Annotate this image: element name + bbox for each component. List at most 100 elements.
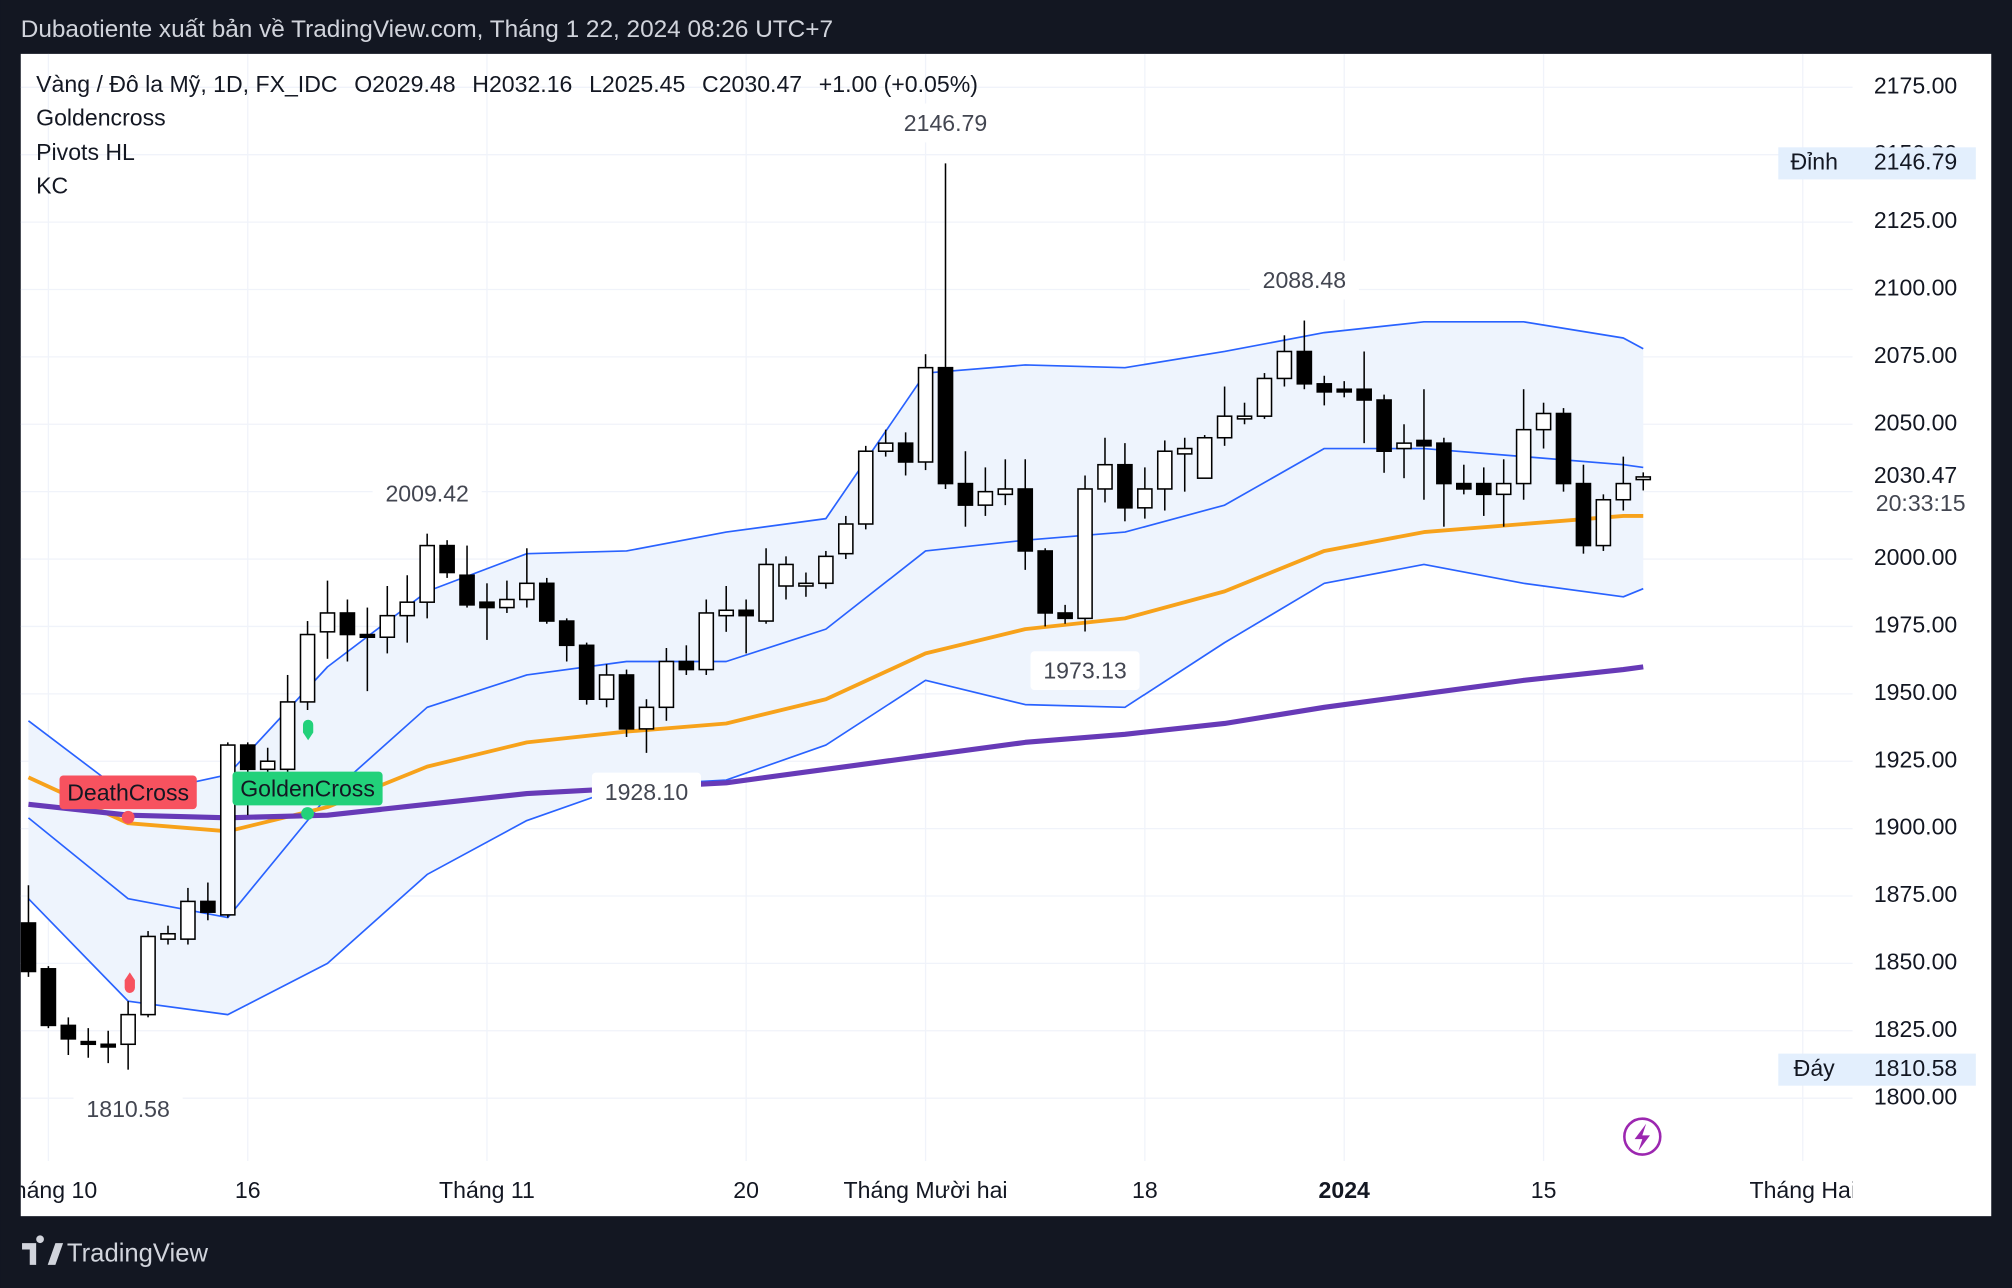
- golden-marker: [302, 719, 314, 741]
- range-box: [1778, 147, 1976, 180]
- signal-dot: [301, 807, 314, 820]
- candle-body: [917, 366, 934, 463]
- y-tick-label: 1925.00: [1874, 746, 1957, 772]
- pivot-label: 1810.58: [86, 1096, 169, 1122]
- y-tick-label: 2175.00: [1874, 72, 1957, 98]
- candle-body: [818, 555, 834, 585]
- candle-body: [1156, 450, 1173, 490]
- kc-band: [28, 321, 1644, 1015]
- pivot-label: 2009.42: [385, 480, 468, 506]
- candle-body: [1176, 447, 1193, 455]
- candle-body: [1635, 476, 1652, 481]
- pivot-box: [73, 1089, 183, 1129]
- x-tick-label: 15: [1531, 1177, 1557, 1203]
- candle-body: [1575, 482, 1592, 547]
- pivot-label: 1973.13: [1043, 658, 1126, 684]
- x-tick-label: 18: [1132, 1177, 1158, 1203]
- range-value: 1810.58: [1874, 1055, 1957, 1081]
- candle-body: [997, 488, 1014, 496]
- symbol-legend: Vàng / Đô la Mỹ, 1D, FX_IDC O2029.48 H20…: [36, 71, 978, 97]
- candle-body: [1137, 488, 1153, 509]
- candle-body: [1495, 482, 1512, 496]
- x-axis: Tháng 10 16 Tháng 11 20 Tháng Mười hai 18 2024…: [0, 1177, 1855, 1203]
- candle-body: [1336, 388, 1353, 393]
- candle-body: [1595, 498, 1612, 547]
- candle-body: [1236, 415, 1253, 420]
- candle-body: [319, 612, 336, 633]
- candle-body: [219, 744, 236, 916]
- candle-body: [837, 523, 854, 555]
- candle-body: [1356, 388, 1372, 401]
- y-tick-label: 1875.00: [1874, 881, 1957, 907]
- y-tick-label: 1800.00: [1874, 1083, 1957, 1109]
- brand: TradingView: [67, 1239, 209, 1267]
- candle-body: [718, 609, 735, 617]
- candle-body: [459, 574, 475, 606]
- candle-body: [1555, 412, 1572, 485]
- countdown: 20:33:15: [1876, 490, 1966, 516]
- x-tick-label: Tháng Mười hai: [844, 1177, 1008, 1203]
- candle-body: [937, 366, 954, 485]
- legend: Vàng / Đô la Mỹ, 1D, FX_IDC O2029.48 H20…: [36, 71, 978, 198]
- candle-body: [479, 601, 495, 609]
- x-tick-label: 20: [733, 1177, 759, 1203]
- y-tick-label: 1950.00: [1874, 679, 1957, 705]
- x-tick-label: Tháng Hai: [1749, 1177, 1855, 1203]
- candle-body: [1216, 415, 1233, 439]
- candle-body: [339, 612, 356, 636]
- pivot-label: 2146.79: [904, 110, 987, 136]
- range-name: Đáy: [1794, 1055, 1836, 1081]
- candle-body: [20, 922, 37, 973]
- range-value: 2146.79: [1874, 148, 1957, 174]
- candle-body: [1416, 439, 1432, 447]
- candle-body: [379, 614, 396, 638]
- y-tick-label: 1975.00: [1874, 612, 1957, 638]
- candle-body: [678, 660, 695, 671]
- candle-body: [259, 760, 276, 771]
- y-axis: 1800.00 1825.00 1850.00 1875.00 1900.00 1925.…: [1874, 72, 1957, 1109]
- ohlc-low: L2025.45: [589, 71, 685, 97]
- candle-body: [1057, 612, 1073, 620]
- y-tick-label: 2000.00: [1874, 544, 1957, 570]
- signal-dot: [121, 810, 135, 824]
- x-tick-label: 2024: [1319, 1177, 1371, 1203]
- death-marker: [124, 972, 135, 993]
- candle-body: [359, 633, 376, 638]
- study-name: KC: [36, 172, 68, 198]
- ohlc-open: O2029.48: [354, 71, 455, 97]
- x-tick-label: Tháng 10: [0, 1177, 97, 1203]
- last-price: 2030.47: [1874, 462, 1957, 488]
- candle-body: [658, 660, 675, 709]
- range-name: Đỉnh: [1790, 148, 1837, 174]
- candle-body: [698, 612, 715, 671]
- pivot-box: [372, 473, 482, 513]
- candle-body: [1456, 482, 1472, 490]
- candle-body: [519, 582, 535, 601]
- candle-body: [1535, 412, 1552, 431]
- candle-body: [140, 935, 156, 1016]
- candle-body: [180, 900, 196, 940]
- pivot-box: [890, 103, 1001, 143]
- candle-body: [638, 706, 655, 730]
- pivot-label: 2088.48: [1263, 267, 1346, 293]
- candle-body: [598, 674, 615, 700]
- signal-box: [232, 771, 383, 806]
- x-tick-label: Tháng 11: [439, 1177, 535, 1203]
- x-tick-label: 16: [235, 1177, 261, 1203]
- study-name: Pivots HL: [36, 139, 135, 165]
- candle-body: [1276, 350, 1293, 380]
- ohlc-high: H2032.16: [472, 71, 572, 97]
- pivot-label: 1928.10: [605, 779, 688, 805]
- study-name: Goldencross: [36, 104, 166, 130]
- candle-body: [1196, 436, 1213, 479]
- candle-body: [778, 563, 794, 587]
- candle-body: [857, 450, 874, 525]
- pivot-box: [1249, 260, 1359, 300]
- candle-body: [160, 932, 176, 940]
- candle-body: [558, 620, 575, 647]
- candle-body: [1077, 488, 1093, 620]
- candle-body: [538, 582, 555, 622]
- candle-body: [738, 609, 754, 617]
